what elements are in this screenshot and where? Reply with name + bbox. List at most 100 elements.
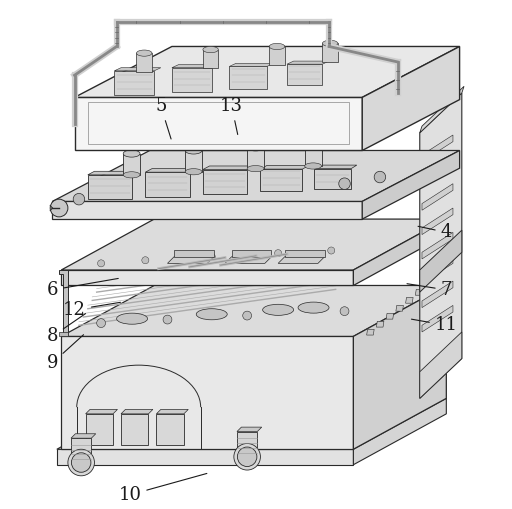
Polygon shape — [261, 165, 309, 169]
Ellipse shape — [269, 43, 285, 49]
Circle shape — [142, 257, 149, 264]
Polygon shape — [137, 53, 152, 72]
Polygon shape — [52, 151, 460, 202]
Polygon shape — [114, 68, 161, 71]
Polygon shape — [121, 409, 153, 414]
Ellipse shape — [196, 309, 227, 320]
Polygon shape — [123, 154, 140, 175]
Polygon shape — [231, 250, 271, 257]
Ellipse shape — [123, 150, 140, 157]
Circle shape — [340, 307, 349, 316]
Circle shape — [274, 249, 282, 257]
Ellipse shape — [263, 304, 293, 316]
Ellipse shape — [247, 165, 264, 172]
Polygon shape — [61, 286, 446, 336]
Circle shape — [50, 199, 68, 217]
Polygon shape — [61, 270, 353, 286]
Polygon shape — [52, 202, 362, 219]
Ellipse shape — [137, 50, 152, 56]
Ellipse shape — [305, 141, 322, 148]
Ellipse shape — [305, 163, 322, 169]
Polygon shape — [422, 281, 453, 307]
Ellipse shape — [247, 144, 264, 151]
Polygon shape — [237, 427, 262, 432]
Polygon shape — [422, 208, 453, 235]
Ellipse shape — [323, 40, 338, 46]
Polygon shape — [313, 168, 351, 188]
Polygon shape — [203, 169, 247, 194]
Polygon shape — [376, 321, 384, 327]
Polygon shape — [420, 230, 462, 292]
Polygon shape — [386, 314, 394, 319]
Polygon shape — [145, 168, 196, 172]
Circle shape — [186, 434, 193, 440]
Polygon shape — [61, 219, 446, 270]
Polygon shape — [261, 169, 303, 191]
Polygon shape — [362, 46, 460, 151]
Text: 12: 12 — [63, 301, 120, 319]
Circle shape — [234, 443, 261, 470]
Polygon shape — [278, 257, 325, 263]
Polygon shape — [420, 93, 462, 399]
Circle shape — [72, 453, 91, 472]
Polygon shape — [225, 257, 271, 263]
Text: 8: 8 — [47, 314, 86, 346]
Circle shape — [310, 428, 316, 434]
Circle shape — [97, 319, 105, 327]
Circle shape — [395, 410, 401, 416]
Circle shape — [328, 247, 335, 254]
Ellipse shape — [185, 147, 202, 154]
Polygon shape — [88, 172, 139, 175]
Polygon shape — [422, 233, 453, 259]
Circle shape — [68, 449, 94, 476]
Circle shape — [243, 311, 251, 320]
Circle shape — [408, 404, 414, 410]
Polygon shape — [353, 399, 446, 465]
Circle shape — [374, 172, 386, 183]
Polygon shape — [422, 135, 453, 161]
Polygon shape — [420, 332, 462, 399]
Polygon shape — [121, 414, 148, 445]
Text: 6: 6 — [47, 278, 118, 299]
Polygon shape — [422, 257, 453, 284]
Polygon shape — [88, 175, 132, 199]
Ellipse shape — [185, 168, 202, 175]
Polygon shape — [305, 145, 322, 166]
Circle shape — [84, 439, 91, 446]
Polygon shape — [229, 63, 274, 66]
Polygon shape — [323, 43, 338, 62]
Circle shape — [98, 260, 104, 267]
Text: 7: 7 — [407, 281, 452, 299]
Circle shape — [208, 253, 215, 260]
Text: 11: 11 — [412, 316, 458, 334]
Polygon shape — [174, 250, 214, 257]
Polygon shape — [172, 65, 219, 68]
Polygon shape — [420, 87, 464, 133]
Polygon shape — [156, 414, 184, 445]
Polygon shape — [247, 148, 264, 168]
Polygon shape — [353, 219, 446, 286]
Circle shape — [253, 431, 259, 437]
Polygon shape — [156, 409, 188, 414]
Polygon shape — [145, 172, 189, 196]
Polygon shape — [172, 68, 212, 92]
Polygon shape — [406, 297, 413, 303]
Polygon shape — [185, 151, 202, 172]
Polygon shape — [71, 438, 91, 463]
Polygon shape — [114, 71, 154, 95]
Polygon shape — [86, 414, 113, 445]
Polygon shape — [367, 329, 374, 335]
Ellipse shape — [123, 172, 140, 178]
Polygon shape — [285, 250, 325, 257]
Text: 13: 13 — [220, 97, 243, 134]
Text: 4: 4 — [418, 223, 452, 241]
Polygon shape — [422, 305, 453, 332]
Ellipse shape — [298, 302, 329, 313]
Circle shape — [238, 447, 257, 467]
Circle shape — [73, 193, 84, 205]
Polygon shape — [59, 270, 68, 336]
Circle shape — [364, 425, 370, 431]
Polygon shape — [203, 49, 219, 68]
Circle shape — [339, 178, 350, 189]
Polygon shape — [362, 151, 460, 219]
